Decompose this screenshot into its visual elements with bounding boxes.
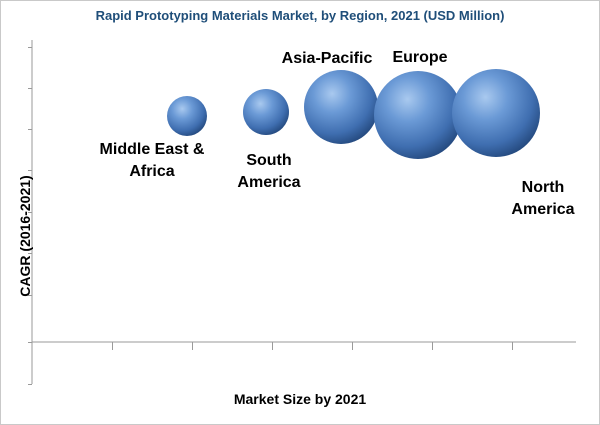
- bubble-label: Middle East & Africa: [99, 141, 205, 180]
- bubble: [167, 96, 207, 136]
- bubble-label: Europe: [392, 49, 448, 66]
- bubble-label: South America: [237, 152, 301, 191]
- x-axis-label: Market Size by 2021: [233, 391, 367, 407]
- y-axis-label: CAGR (2016-2021): [17, 175, 33, 297]
- bubbles: [167, 69, 540, 159]
- chart-title: Rapid Prototyping Materials Market, by R…: [95, 8, 505, 23]
- bubble-label: North America: [511, 179, 575, 218]
- axis-ticks: [28, 47, 513, 385]
- bubble-label: Asia-Pacific: [281, 50, 373, 67]
- bubble: [452, 69, 540, 157]
- bubble: [304, 70, 378, 144]
- bubble: [243, 89, 289, 135]
- bubble: [374, 71, 462, 159]
